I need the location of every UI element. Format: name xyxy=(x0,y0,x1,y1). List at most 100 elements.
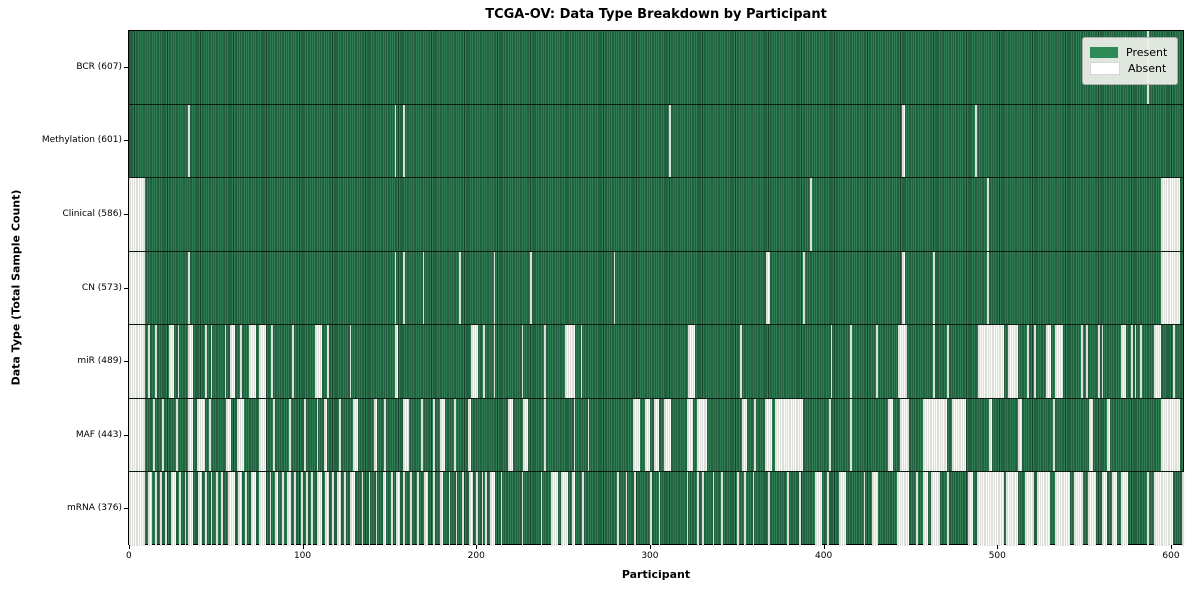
absent-stripe xyxy=(766,251,770,325)
row-band-methylation xyxy=(129,104,1183,179)
absent-stripe xyxy=(228,472,235,546)
absent-stripe xyxy=(250,472,256,546)
absent-stripe xyxy=(768,472,770,546)
absent-stripe xyxy=(978,325,1005,398)
absent-stripe xyxy=(1160,178,1180,251)
row-band-cn xyxy=(129,251,1183,326)
absent-stripe xyxy=(224,325,227,398)
absent-stripe xyxy=(462,472,465,546)
absent-stripe xyxy=(839,472,847,546)
absent-stripe xyxy=(162,398,164,472)
ytick-label-clinical: Clinical (586) xyxy=(62,208,122,219)
absent-stripe xyxy=(922,472,928,546)
absent-stripe xyxy=(314,325,322,398)
absent-stripe xyxy=(896,472,909,546)
absent-stripe xyxy=(490,472,496,546)
xtick-label-300: 300 xyxy=(641,551,659,561)
absent-stripe xyxy=(198,472,202,546)
absent-stripe xyxy=(210,325,213,398)
absent-stripe xyxy=(259,325,267,398)
absent-stripe xyxy=(1120,325,1126,398)
absent-stripe xyxy=(987,251,989,325)
absent-stripe xyxy=(521,472,524,546)
legend-absent-label: Absent xyxy=(1128,62,1167,75)
absent-stripe xyxy=(148,325,150,398)
absent-stripe xyxy=(304,398,307,472)
absent-stripe xyxy=(561,472,569,546)
x-axis-label: Participant xyxy=(621,568,691,581)
absent-stripe xyxy=(361,472,364,546)
absent-stripe xyxy=(316,398,319,472)
absent-swatch-icon xyxy=(1090,62,1120,75)
absent-stripe xyxy=(339,398,341,472)
xtick-mark xyxy=(1170,545,1172,549)
absent-stripe xyxy=(221,472,223,546)
absent-stripe xyxy=(933,325,935,398)
absent-stripe xyxy=(688,325,696,398)
absent-stripe xyxy=(424,472,428,546)
absent-stripe xyxy=(540,472,543,546)
absent-stripe xyxy=(403,398,409,472)
absent-stripe xyxy=(617,472,619,546)
absent-stripe xyxy=(448,472,451,546)
absent-stripe xyxy=(188,251,190,325)
row-band-clinical xyxy=(129,178,1183,252)
absent-stripe xyxy=(248,325,256,398)
ytick-mark xyxy=(124,213,128,215)
absent-stripe xyxy=(281,472,284,546)
absent-stripe xyxy=(184,472,187,546)
xtick-label-400: 400 xyxy=(815,551,833,561)
absent-stripe xyxy=(1139,325,1142,398)
absent-stripe xyxy=(382,472,387,546)
row-band-bcr xyxy=(129,31,1183,105)
absent-stripe xyxy=(1153,472,1173,546)
absent-stripe xyxy=(245,472,248,546)
legend-present-label: Present xyxy=(1126,46,1168,59)
row-band-maf xyxy=(129,398,1183,473)
absent-stripe xyxy=(179,472,182,546)
absent-stripe xyxy=(1146,472,1149,546)
absent-stripe xyxy=(799,472,802,546)
absent-stripe xyxy=(394,251,397,325)
absent-stripe xyxy=(349,472,355,546)
row-band-mrna xyxy=(129,472,1185,546)
absent-stripe xyxy=(129,178,145,251)
absent-stripe xyxy=(316,472,322,546)
absent-stripe xyxy=(1089,398,1093,472)
absent-stripe xyxy=(712,472,715,546)
absent-stripe xyxy=(188,325,194,398)
absent-stripe xyxy=(238,472,242,546)
absent-stripe xyxy=(332,472,334,546)
xtick-mark xyxy=(823,545,825,549)
absent-stripe xyxy=(830,325,833,398)
ytick-label-maf: MAF (443) xyxy=(75,429,122,440)
absent-stripe xyxy=(403,104,406,178)
absent-stripe xyxy=(375,472,378,546)
plot-area xyxy=(128,30,1185,546)
absent-stripe xyxy=(467,398,472,472)
absent-stripe xyxy=(775,398,803,472)
absent-stripe xyxy=(459,251,461,325)
absent-stripe xyxy=(898,325,908,398)
absent-stripe xyxy=(1112,472,1118,546)
xtick-mark xyxy=(649,545,651,549)
absent-stripe xyxy=(580,325,583,398)
absent-stripe xyxy=(1054,325,1064,398)
absent-stripe xyxy=(453,398,456,472)
absent-stripe xyxy=(215,472,218,546)
absent-stripe xyxy=(742,398,748,472)
absent-stripe xyxy=(530,251,532,325)
absent-stripe xyxy=(229,325,235,398)
absent-stripe xyxy=(849,325,852,398)
absent-stripe xyxy=(394,104,397,178)
absent-stripe xyxy=(1046,325,1052,398)
absent-stripe xyxy=(439,472,444,546)
absent-stripe xyxy=(974,104,977,178)
absent-stripe xyxy=(160,472,162,546)
absent-stripe xyxy=(410,472,413,546)
absent-stripe xyxy=(658,472,661,546)
absent-stripe xyxy=(420,398,423,472)
absent-stripe xyxy=(901,104,906,178)
absent-stripe xyxy=(155,325,157,398)
